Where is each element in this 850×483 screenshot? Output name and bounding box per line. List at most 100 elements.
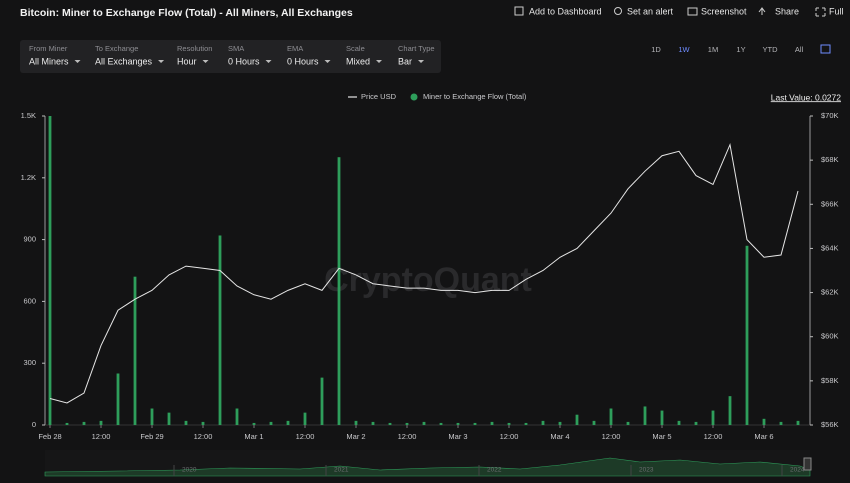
- bar: [524, 422, 528, 425]
- page-title: Bitcoin: Miner to Exchange Flow (Total) …: [20, 7, 353, 19]
- bar: [711, 410, 715, 425]
- navigator-year: 2021: [334, 467, 349, 474]
- filter-dropdown[interactable]: 0 Hours: [228, 56, 260, 66]
- share-icon: [758, 7, 766, 15]
- y2-tick-label: $60K: [821, 332, 839, 341]
- bar: [728, 396, 732, 425]
- bar: [269, 421, 273, 425]
- bar: [694, 421, 698, 425]
- bar: [99, 420, 103, 425]
- header-actions: Add to Dashboard Set an alert Screenshot…: [514, 6, 844, 17]
- x-tick-label: Mar 2: [346, 432, 365, 441]
- filter-label: Scale: [346, 44, 365, 53]
- bar: [439, 422, 443, 425]
- x-tick-label: 12:00: [398, 432, 417, 441]
- last-value: Last Value: 0.0272: [771, 92, 842, 102]
- bar: [286, 420, 290, 425]
- screenshot-icon: [687, 7, 698, 16]
- bar: [541, 420, 545, 425]
- range-button[interactable]: 1W: [678, 45, 690, 54]
- bar: [184, 420, 188, 425]
- y2-tick-label: $68K: [821, 155, 839, 164]
- bar: [473, 422, 477, 425]
- x-tick-label: 12:00: [500, 432, 519, 441]
- bar: [507, 422, 511, 425]
- dashboard-icon: [514, 6, 524, 16]
- filter-dropdown[interactable]: Hour: [177, 56, 197, 66]
- navigator-year: 2023: [639, 467, 654, 474]
- filter-panel: [20, 40, 441, 73]
- bar: [762, 418, 766, 425]
- watermark: CryptoQuant: [324, 261, 532, 299]
- bar: [252, 422, 256, 425]
- bar: [626, 421, 630, 425]
- navigator-handle[interactable]: [803, 457, 812, 471]
- range-buttons: 1D 1W 1M 1Y YTD All: [651, 45, 803, 54]
- bar: [592, 420, 596, 425]
- range-button[interactable]: 1Y: [736, 45, 745, 54]
- calendar-button[interactable]: [820, 44, 831, 54]
- legend-entry[interactable]: Price USD: [361, 92, 397, 101]
- set-alert-button[interactable]: Set an alert: [627, 6, 674, 16]
- bar: [745, 245, 749, 425]
- y2-tick-label: $66K: [821, 199, 839, 208]
- navigator-year: 2020: [182, 467, 197, 474]
- navigator-year: 2024: [790, 467, 805, 474]
- x-tick-label: 12:00: [92, 432, 111, 441]
- filter-label: SMA: [228, 44, 244, 53]
- bar: [320, 377, 324, 425]
- chart: 0 300 600 900 1.2K 1.5K $56K $58K $60K $62K $64K $6…: [21, 111, 839, 441]
- filter-dropdown[interactable]: All Exchanges: [95, 56, 153, 66]
- x-tick-label: 12:00: [602, 432, 621, 441]
- share-button[interactable]: Share: [775, 6, 799, 16]
- bar: [405, 422, 409, 425]
- range-button[interactable]: 1D: [651, 45, 661, 54]
- filter-dropdown[interactable]: 0 Hours: [287, 56, 319, 66]
- add-dashboard-button[interactable]: Add to Dashboard: [529, 6, 602, 16]
- bar: [116, 373, 120, 425]
- bar: [133, 276, 137, 425]
- bar: [337, 157, 341, 425]
- range-button[interactable]: YTD: [763, 45, 779, 54]
- bar: [303, 412, 307, 425]
- x-tick-label: Feb 28: [38, 432, 61, 441]
- x-tick-label: 12:00: [704, 432, 723, 441]
- dropdown-arrow: [74, 60, 81, 63]
- x-tick-label: Mar 1: [244, 432, 263, 441]
- range-button[interactable]: All: [795, 45, 804, 54]
- dropdown-arrow: [376, 60, 383, 63]
- bar: [609, 408, 613, 425]
- navigator-year: 2022: [487, 467, 502, 474]
- x-tick-label: Mar 4: [550, 432, 569, 441]
- y2-tick-label: $56K: [821, 420, 839, 429]
- bar: [558, 421, 562, 425]
- dropdown-arrow: [158, 60, 165, 63]
- bar: [388, 422, 392, 425]
- legend-entry[interactable]: Miner to Exchange Flow (Total): [423, 92, 527, 101]
- bar: [82, 421, 86, 425]
- y-tick-label: 600: [23, 296, 36, 305]
- range-button[interactable]: 1M: [708, 45, 718, 54]
- filter-dropdown[interactable]: All Miners: [29, 56, 69, 66]
- dropdown-arrow: [324, 60, 331, 63]
- bar: [422, 421, 426, 425]
- bar: [660, 410, 664, 425]
- full-icon: [815, 7, 826, 17]
- screenshot-button[interactable]: Screenshot: [701, 6, 747, 16]
- x-tick-label: Mar 6: [754, 432, 773, 441]
- y-tick-label: 1.5K: [21, 111, 36, 120]
- y2-tick-label: $58K: [821, 376, 839, 385]
- x-tick-label: Mar 3: [448, 432, 467, 441]
- bar: [150, 408, 154, 425]
- bar: [677, 420, 681, 425]
- filter-label: To Exchange: [95, 44, 138, 53]
- filter-dropdown[interactable]: Mixed: [346, 56, 370, 66]
- price-line: [49, 142, 799, 404]
- y-tick-label: 900: [23, 235, 36, 244]
- bar: [48, 116, 52, 425]
- full-button[interactable]: Full: [829, 6, 844, 16]
- y2-tick-label: $62K: [821, 288, 839, 297]
- filter-dropdown[interactable]: Bar: [398, 56, 412, 66]
